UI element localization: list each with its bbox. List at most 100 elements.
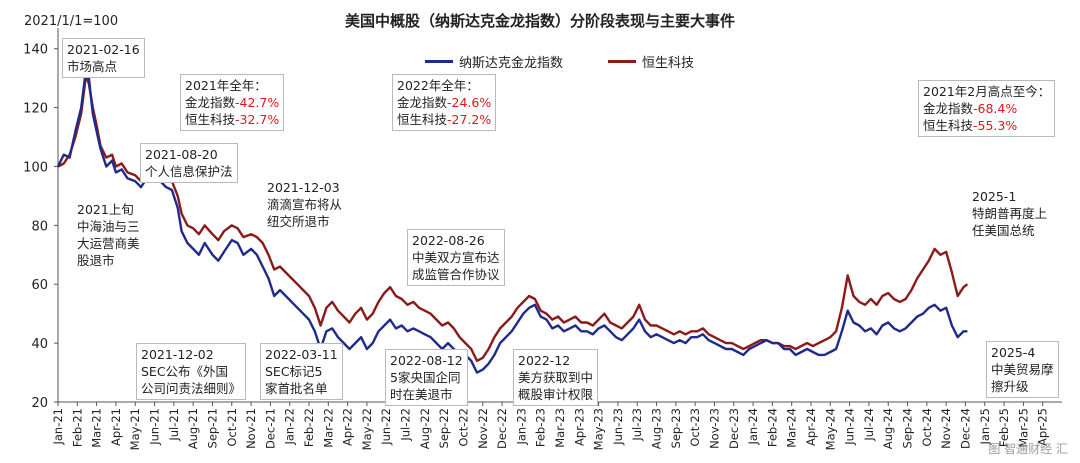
annotation-line: 中海油与三	[77, 219, 140, 234]
y-tick-label: 120	[23, 102, 48, 117]
summary-label: 恒生科技	[397, 112, 448, 127]
x-tick-label: Sep-21	[205, 408, 219, 448]
x-tick-label: May-21	[128, 408, 142, 450]
annotation-line: 2025-4	[991, 345, 1036, 360]
x-tick-label: Dec-23	[727, 408, 741, 449]
summary-heading: 2022年全年：	[397, 78, 479, 93]
x-tick-label: Jan-21	[51, 408, 65, 446]
summary-row: 金龙指数-68.4%	[923, 100, 1050, 117]
x-tick-label: Feb-24	[765, 408, 779, 447]
x-tick-label: Aug-24	[881, 408, 895, 449]
legend-item-hstech: 恒生科技	[608, 52, 694, 71]
legend-swatch-nasdaq	[425, 60, 453, 63]
annotation-line: 美方获取到中	[518, 370, 594, 385]
x-tick-label: Sep-24	[901, 408, 915, 448]
x-tick-label: Dec-21	[263, 408, 277, 449]
x-tick-label: Sep-22	[437, 408, 451, 448]
summary-row: 金龙指数-24.6%	[397, 94, 491, 111]
legend-label-hstech: 恒生科技	[642, 56, 695, 71]
x-tick-label: Oct-21	[225, 408, 239, 447]
x-tick-label: Jun-24	[843, 408, 857, 446]
x-tick-label: Nov-22	[476, 408, 490, 449]
base-label: 2021/1/1=100	[24, 14, 119, 29]
summary-label: 金龙指数	[397, 95, 448, 110]
x-tick-label: Nov-23	[707, 408, 721, 449]
x-tick-label: Feb-25	[997, 408, 1011, 447]
x-tick-label: Jun-21	[148, 408, 162, 446]
x-tick-label: Aug-21	[186, 408, 200, 449]
x-tick-label: Jul-22	[399, 408, 413, 442]
x-tick-label: Apr-23	[572, 408, 586, 446]
annotation-line: 时在美退市	[390, 387, 453, 402]
x-tick-label: Jul-23	[630, 408, 644, 442]
summary-value: -42.7%	[235, 95, 280, 110]
x-tick-label: Apr-21	[109, 408, 123, 446]
x-tick-label: Oct-23	[688, 408, 702, 447]
annotation-line: 5家央国企同	[390, 370, 461, 385]
annotation-line: 特朗普再度上	[972, 206, 1048, 221]
annotation-line: 2021-12-02	[141, 347, 214, 362]
annotation-2025-1: 2025-1 特朗普再度上 任美国总统	[967, 185, 1053, 242]
legend-item-nasdaq: 纳斯达克金龙指数	[425, 52, 563, 71]
annotation-2022-08-26: 2022-08-26 中美双方宣布达 成监管合作协议	[407, 229, 505, 286]
annotation-line: 2022-08-12	[390, 353, 463, 368]
y-tick-label: 140	[23, 43, 48, 58]
x-tick-label: Jan-23	[514, 408, 528, 446]
x-tick-label: Nov-21	[244, 408, 258, 449]
summary-row: 恒生科技-55.3%	[923, 117, 1050, 134]
x-tick-label: Aug-22	[418, 408, 432, 449]
x-tick-label: Jan-24	[746, 408, 760, 446]
x-tick-label: Dec-24	[958, 408, 972, 449]
x-tick-label: Apr-25	[1036, 408, 1050, 446]
x-tick-label: Jul-21	[167, 408, 181, 442]
annotation-line: 概股审计权限	[518, 387, 594, 402]
watermark: 图 智通财经 汇	[988, 442, 1068, 456]
x-tick-label: May-23	[592, 408, 606, 450]
annotation-2021-02-16: 2021-02-16 市场高点	[62, 38, 145, 78]
y-tick-label: 80	[31, 219, 48, 234]
legend-label-nasdaq: 纳斯达克金龙指数	[459, 56, 564, 71]
annotation-line: 个人信息保护法	[145, 164, 233, 179]
annotation-line: SEC公布《外国	[141, 364, 229, 379]
annotation-line: 2021-08-20	[145, 147, 218, 162]
chart-title: 美国中概股（纳斯达克金龙指数）分阶段表现与主要大事件	[344, 12, 735, 30]
annotation-2022-03-11: 2022-03-11 SEC标记5 家首批名单	[260, 343, 343, 400]
summary-label: 恒生科技	[185, 112, 236, 127]
annotation-2025-4: 2025-4 中美贸易摩 擦升级	[986, 341, 1059, 398]
x-tick-label: Sep-23	[669, 408, 683, 448]
annotation-line: 纽交所退市	[267, 214, 330, 229]
y-tick-label: 60	[31, 278, 48, 293]
x-tick-label: May-22	[360, 408, 374, 450]
annotation-line: 2022-03-11	[265, 347, 338, 362]
x-tick-label: Apr-24	[804, 408, 818, 446]
annotation-line: 成监管合作协议	[412, 267, 500, 282]
summary-2022: 2022年全年： 金龙指数-24.6% 恒生科技-27.2%	[392, 74, 497, 131]
series-line-hstech	[57, 74, 969, 362]
summary-label: 金龙指数	[185, 95, 236, 110]
summary-row: 恒生科技-32.7%	[185, 111, 279, 128]
annotation-2021-12-02: 2021-12-02 SEC公布《外国 公司问责法细则》	[136, 343, 247, 400]
x-tick-label: Jun-22	[379, 408, 393, 446]
annotation-2022-12: 2022-12 美方获取到中 概股审计权限	[513, 349, 599, 406]
x-tick-label: Nov-24	[939, 408, 953, 449]
annotation-line: 股退市	[77, 253, 115, 268]
annotation-line: SEC标记5	[265, 364, 323, 379]
summary-label: 恒生科技	[923, 118, 974, 133]
x-tick-label: Feb-21	[70, 408, 84, 447]
x-tick-label: Dec-22	[495, 408, 509, 449]
annotation-line: 2021-12-03	[267, 180, 340, 195]
annotation-2021-shangxun: 2021上旬 中海油与三 大运营商美 股退市	[72, 198, 145, 272]
summary-value: -68.4%	[973, 101, 1018, 116]
summary-2021: 2021年全年： 金龙指数-42.7% 恒生科技-32.7%	[180, 74, 285, 131]
annotation-line: 滴滴宣布将从	[267, 197, 343, 212]
y-tick-label: 100	[23, 160, 48, 175]
annotation-line: 中美双方宣布达	[412, 250, 500, 265]
summary-label: 金龙指数	[923, 101, 974, 116]
annotation-line: 市场高点	[67, 59, 118, 74]
annotation-line: 2022-08-26	[412, 233, 485, 248]
annotation-line: 任美国总统	[972, 223, 1035, 238]
x-tick-label: Oct-22	[456, 408, 470, 447]
annotation-line: 中美贸易摩	[991, 362, 1054, 377]
x-tick-label: Jan-25	[978, 408, 992, 446]
